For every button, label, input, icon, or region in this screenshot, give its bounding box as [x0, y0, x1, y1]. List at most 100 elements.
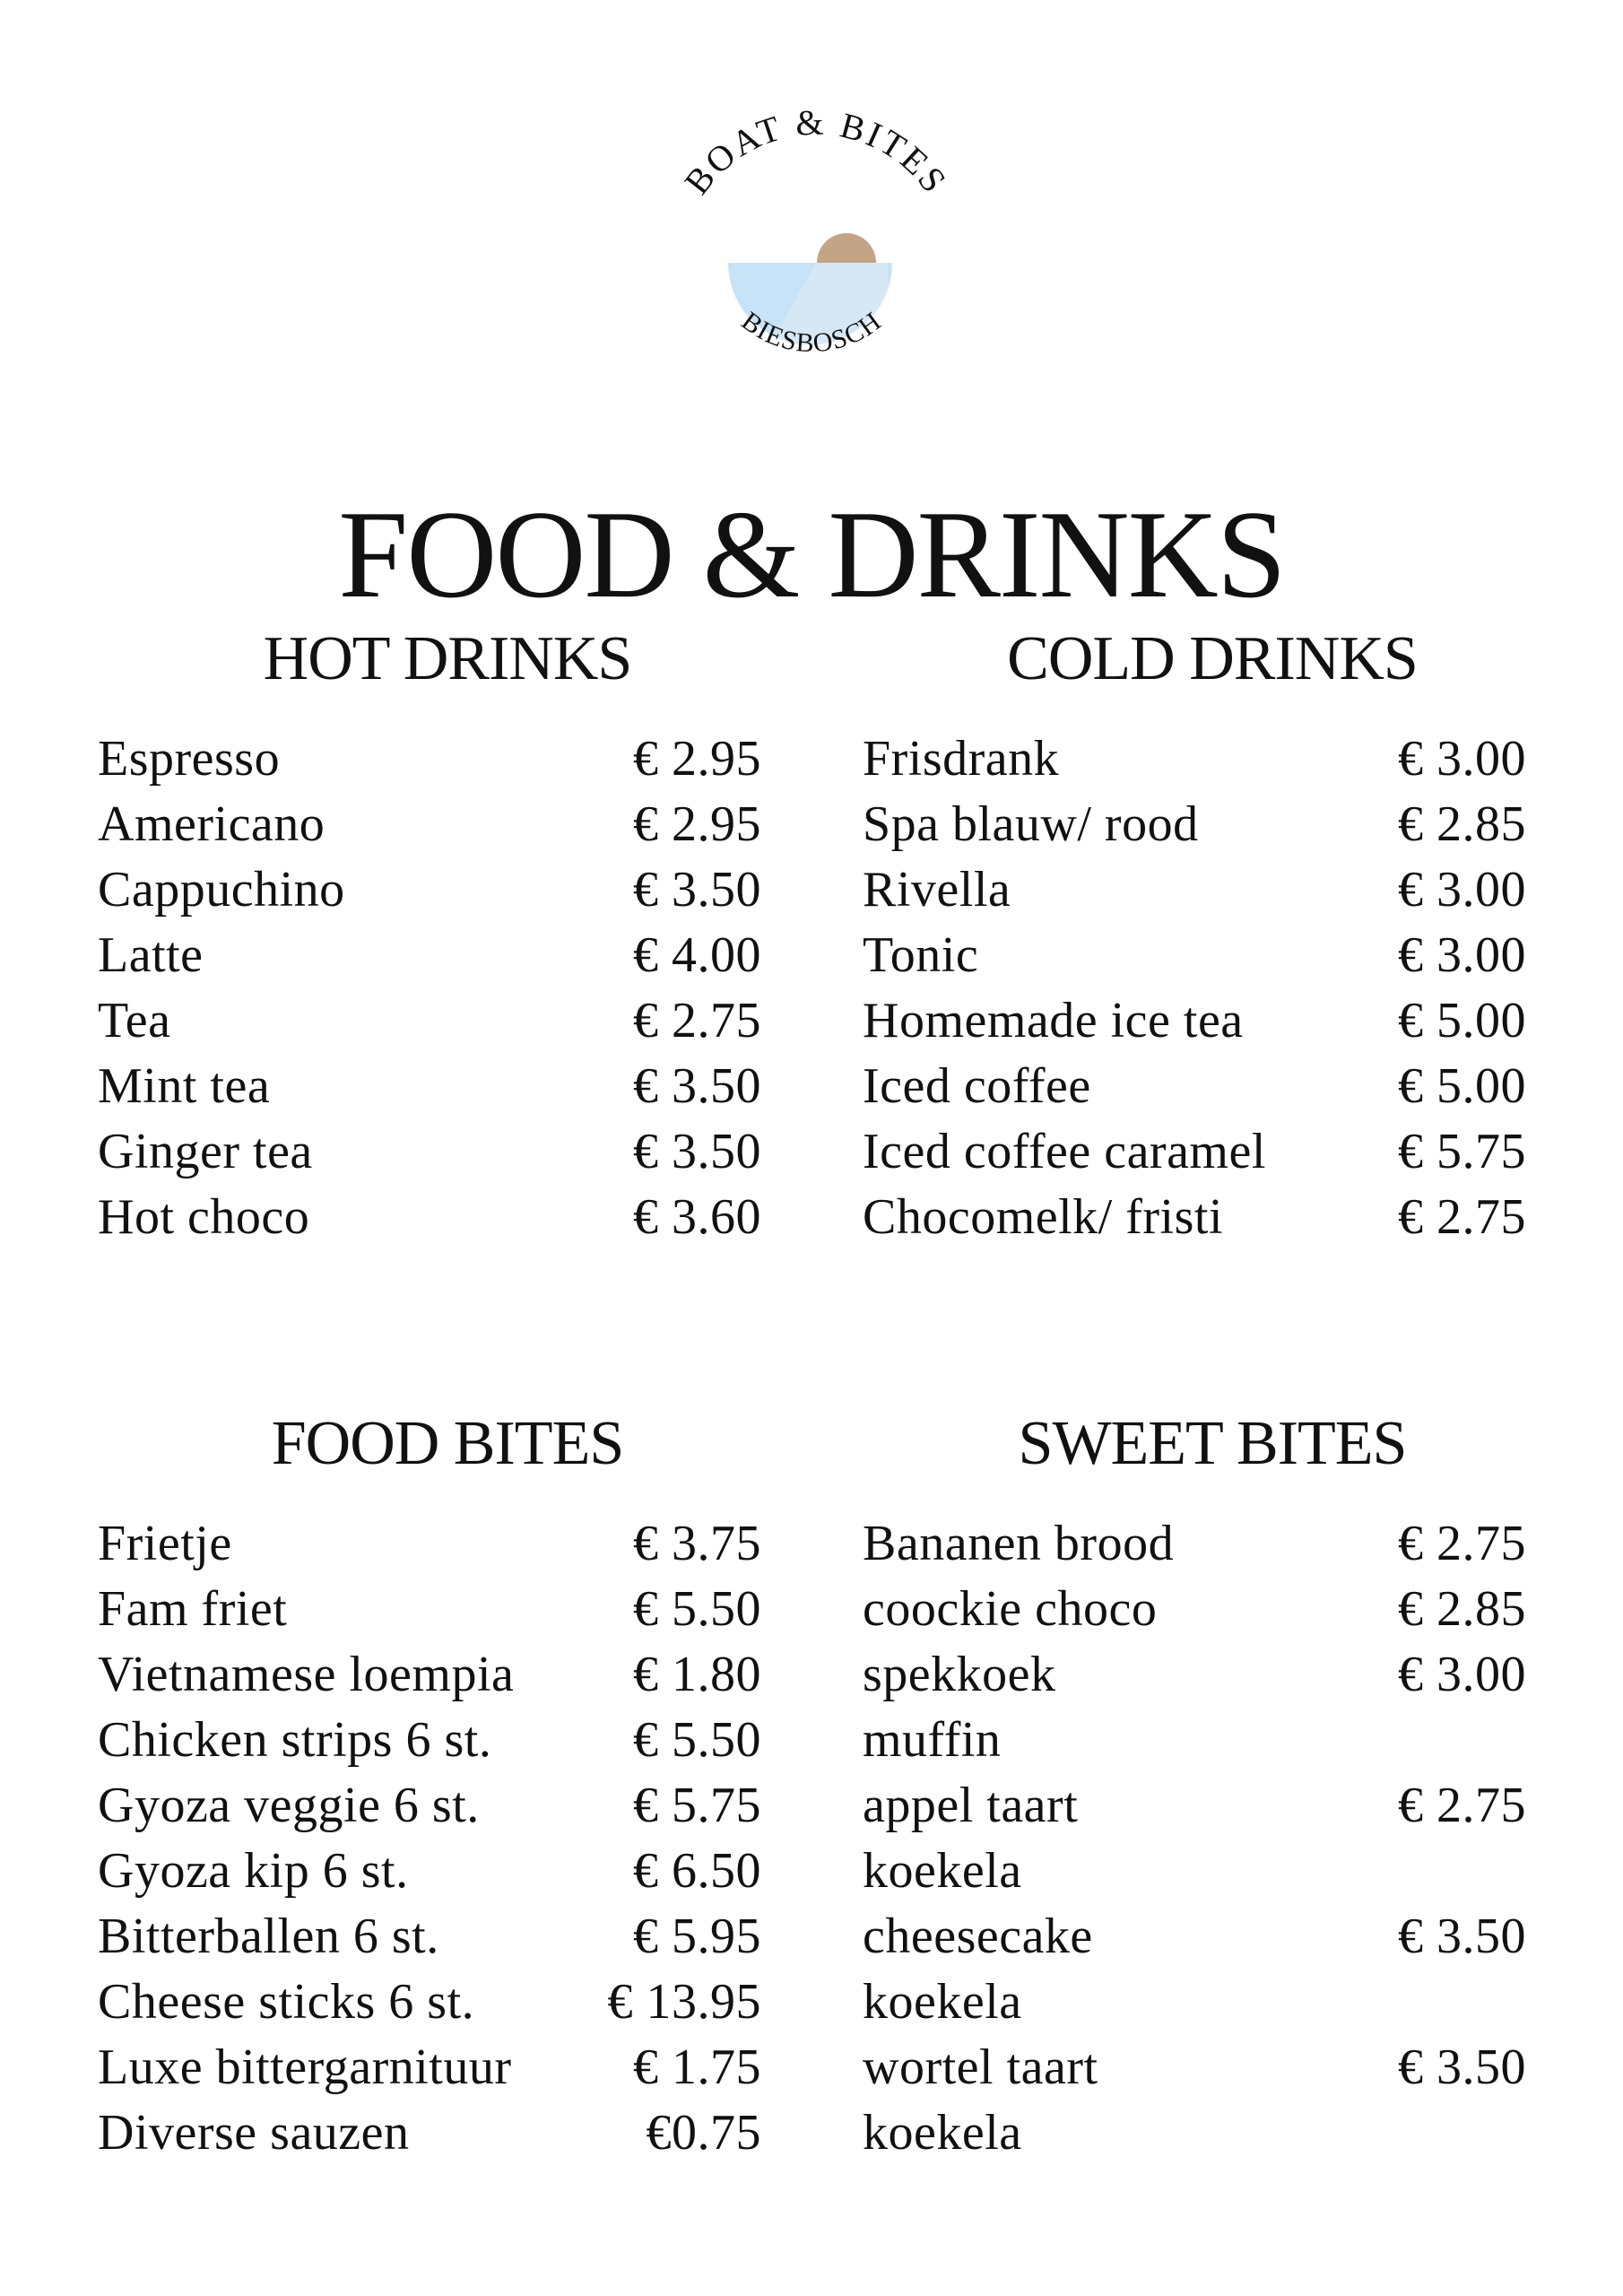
section-heading: SWEET BITES: [1018, 1409, 1408, 1478]
item-name: koekela: [863, 1843, 1022, 1899]
item-price: € 3.00: [1398, 731, 1526, 787]
section-heading: HOT DRINKS: [263, 624, 633, 693]
item-price: € 2.95: [633, 731, 761, 787]
item-name: Vietnamese loempia: [98, 1647, 515, 1702]
menu-item: Cheese sticks 6 st. € 13.95: [98, 1970, 761, 2035]
item-name: Americano: [98, 796, 325, 852]
item-name: Espresso: [98, 731, 281, 787]
item-price: € 5.75: [633, 1778, 761, 1833]
item-price: € 2.75: [633, 993, 761, 1048]
menu-section-hot-drinks: HOT DRINKS Espresso € 2.95 Americano € 2…: [98, 628, 761, 1250]
item-name: Latte: [98, 927, 204, 983]
item-name: wortel taart: [863, 2039, 1098, 2095]
menu-item: Vietnamese loempia € 1.80: [98, 1642, 761, 1708]
menu-item: Iced coffee € 5.00: [863, 1054, 1526, 1119]
item-name: Frisdrank: [863, 731, 1060, 787]
menu-item: koekela: [863, 1970, 1526, 2035]
menu-item: koekela: [863, 1839, 1526, 1904]
item-price: € 5.75: [1398, 1124, 1526, 1179]
item-price: € 2.85: [1398, 1581, 1526, 1637]
item-name: Bananen brood: [863, 1516, 1175, 1571]
item-name: Diverse sauzen: [98, 2105, 410, 2161]
item-price: € 13.95: [607, 1974, 761, 2030]
item-name: Bitterballen 6 st.: [98, 1909, 439, 1964]
menu-section-sweet-bites: SWEET BITES Bananen brood € 2.75 coockie…: [863, 1413, 1526, 2166]
item-price: € 5.00: [1398, 993, 1526, 1048]
section-heading: FOOD BITES: [271, 1409, 625, 1478]
item-price: € 5.50: [633, 1712, 761, 1768]
menu-item: Homemade ice tea € 5.00: [863, 988, 1526, 1054]
item-name: Mint tea: [98, 1058, 271, 1114]
item-name: Spa blauw/ rood: [863, 796, 1199, 852]
item-name: Luxe bittergarnituur: [98, 2039, 512, 2095]
item-price: € 3.50: [1398, 1909, 1526, 1964]
menu-item: Iced coffee caramel € 5.75: [863, 1119, 1526, 1185]
item-name: Chicken strips 6 st.: [98, 1712, 492, 1768]
item-price: € 3.00: [1398, 862, 1526, 918]
item-price: € 6.50: [633, 1843, 761, 1899]
item-name: spekkoek: [863, 1647, 1056, 1702]
boat-and-bites-logo: BOAT & BITES BIESBOSCH: [676, 102, 956, 359]
item-name: Iced coffee caramel: [863, 1124, 1266, 1179]
menu-item: muffin: [863, 1708, 1526, 1773]
item-price: € 5.50: [633, 1581, 761, 1637]
menu-item: Americano € 2.95: [98, 792, 761, 857]
menu-item: Cappuchino € 3.50: [98, 857, 761, 923]
menu-item: koekela: [863, 2100, 1526, 2166]
menu-item: cheesecake € 3.50: [863, 1904, 1526, 1970]
item-name: Cheese sticks 6 st.: [98, 1974, 475, 2030]
item-name: koekela: [863, 1974, 1022, 2030]
item-price: € 1.80: [633, 1647, 761, 1702]
menu-item: Latte € 4.00: [98, 923, 761, 988]
menu-item: Bananen brood € 2.75: [863, 1511, 1526, 1577]
item-name: Frietje: [98, 1516, 232, 1571]
item-name: Fam friet: [98, 1581, 288, 1637]
menu-item: Bitterballen 6 st. € 5.95: [98, 1904, 761, 1970]
item-price: € 2.95: [633, 796, 761, 852]
menu-item: Tea € 2.75: [98, 988, 761, 1054]
item-name: Tea: [98, 993, 171, 1048]
item-name: muffin: [863, 1712, 1002, 1768]
item-price: € 2.85: [1398, 796, 1526, 852]
item-price: € 3.50: [1398, 2039, 1526, 2095]
menu-item: Ginger tea € 3.50: [98, 1119, 761, 1185]
menu-item: Diverse sauzen €0.75: [98, 2100, 761, 2166]
section-heading: COLD DRINKS: [1007, 624, 1419, 693]
item-price: € 3.75: [633, 1516, 761, 1571]
menu-item: wortel taart € 3.50: [863, 2035, 1526, 2100]
menu-item: coockie choco € 2.85: [863, 1577, 1526, 1642]
item-price: € 2.75: [1398, 1516, 1526, 1571]
menu-item: Espresso € 2.95: [98, 726, 761, 792]
menu-item: Chicken strips 6 st. € 5.50: [98, 1708, 761, 1773]
menu-item: Fam friet € 5.50: [98, 1577, 761, 1642]
menu-item: Mint tea € 3.50: [98, 1054, 761, 1119]
item-price: € 2.75: [1398, 1189, 1526, 1245]
menu-item: spekkoek € 3.00: [863, 1642, 1526, 1708]
item-name: Gyoza veggie 6 st.: [98, 1778, 480, 1833]
menu-item: Frisdrank € 3.00: [863, 726, 1526, 792]
item-name: appel taart: [863, 1778, 1079, 1833]
menu-item: Luxe bittergarnituur € 1.75: [98, 2035, 761, 2100]
item-price: € 3.50: [633, 862, 761, 918]
item-price: € 5.00: [1398, 1058, 1526, 1114]
menu-item: Spa blauw/ rood € 2.85: [863, 792, 1526, 857]
item-name: Chocomelk/ fristi: [863, 1189, 1224, 1245]
item-name: Cappuchino: [98, 862, 345, 918]
item-name: Gyoza kip 6 st.: [98, 1843, 409, 1899]
item-name: koekela: [863, 2105, 1022, 2161]
item-price: € 3.60: [633, 1189, 761, 1245]
menu-item: Rivella € 3.00: [863, 857, 1526, 923]
menu-item: Hot choco € 3.60: [98, 1185, 761, 1250]
item-price: € 3.50: [633, 1124, 761, 1179]
item-price: € 2.75: [1398, 1778, 1526, 1833]
menu-item: Gyoza veggie 6 st. € 5.75: [98, 1773, 761, 1839]
item-name: Homemade ice tea: [863, 993, 1244, 1048]
menu-item: Frietje € 3.75: [98, 1511, 761, 1577]
svg-text:BOAT & BITES: BOAT & BITES: [676, 102, 956, 202]
item-name: coockie choco: [863, 1581, 1158, 1637]
menu-item: appel taart € 2.75: [863, 1773, 1526, 1839]
item-name: Iced coffee: [863, 1058, 1091, 1114]
menu-item: Chocomelk/ fristi € 2.75: [863, 1185, 1526, 1250]
menu-section-food-bites: FOOD BITES Frietje € 3.75 Fam friet € 5.…: [98, 1413, 761, 2166]
item-name: Rivella: [863, 862, 1011, 918]
